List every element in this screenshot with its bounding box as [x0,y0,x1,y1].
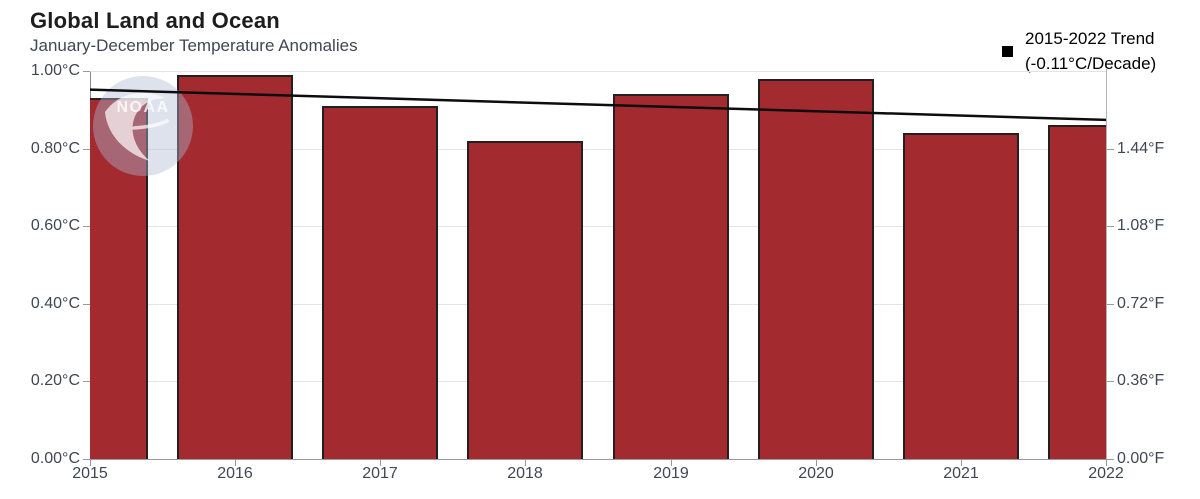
y-axis-tick-right [1107,226,1114,227]
gridline [90,149,1106,150]
y-axis-label-celsius: 0.80°C [30,140,80,157]
y-axis-tick-left [83,459,90,460]
y-axis-tick-left [83,226,90,227]
chart-subtitle: January-December Temperature Anomalies [30,36,358,55]
trend-legend-label: 2015-2022 Trend (-0.11°C/Decade) [1025,26,1156,76]
y-axis-label-celsius: 0.20°C [30,372,80,389]
y-axis-label-celsius: 0.00°C [30,450,80,467]
y-axis-label-fahrenheit: 0.36°F [1117,372,1165,389]
x-axis-tick [1106,459,1107,466]
y-axis-tick-left [83,71,90,72]
bar-2017[interactable] [322,106,438,459]
x-axis-label-year: 2019 [653,465,689,482]
x-axis-line [83,459,1114,460]
y-axis-tick-right [1107,304,1114,305]
x-axis-label-year: 2021 [943,465,979,482]
y-axis-tick-right [1107,149,1114,150]
x-axis-tick [671,459,672,466]
bar-2021[interactable] [903,133,1019,459]
y-axis-label-celsius: 0.40°C [30,295,80,312]
bar-2016[interactable] [177,75,293,459]
gridline [90,226,1106,227]
trend-legend-line2: (-0.11°C/Decade) [1025,54,1157,73]
y-axis-label-fahrenheit: 0.00°F [1117,450,1165,467]
x-axis-label-year: 2016 [217,465,253,482]
y-axis-tick-right [1107,459,1114,460]
gridline [90,304,1106,305]
bar-2018[interactable] [467,141,583,459]
gridline [90,381,1106,382]
bar-2022[interactable] [1048,125,1106,459]
x-axis-tick [90,459,91,466]
y-axis-label-fahrenheit: 1.08°F [1117,217,1165,234]
x-axis-label-year: 2018 [507,465,543,482]
bar-2019[interactable] [613,94,729,459]
trend-legend-line1: 2015-2022 Trend [1025,29,1155,48]
x-axis-tick [816,459,817,466]
x-axis-tick [961,459,962,466]
y-axis-right-line [1106,69,1107,459]
plot-area: NOAA [90,71,1106,459]
y-axis-label-fahrenheit: 1.44°F [1117,140,1165,157]
x-axis-label-year: 2020 [798,465,834,482]
trend-legend-marker-icon [1002,45,1013,57]
noaa-logo-watermark: NOAA [93,76,193,176]
x-axis-tick [380,459,381,466]
y-axis-tick-left [83,381,90,382]
y-axis-tick-right [1107,381,1114,382]
bar-2020[interactable] [758,79,874,459]
gridline [90,71,1106,72]
y-axis-label-fahrenheit: 0.72°F [1117,295,1165,312]
x-axis-tick [525,459,526,466]
noaa-bird-wing-icon [132,119,169,130]
x-axis-tick [235,459,236,466]
legend-trend[interactable]: 2015-2022 Trend (-0.11°C/Decade) [1002,26,1156,76]
x-axis-label-year: 2015 [72,465,108,482]
y-axis-label-celsius: 1.00°C [30,62,80,79]
x-axis-label-year: 2022 [1088,465,1124,482]
y-axis-tick-left [83,149,90,150]
x-axis-label-year: 2017 [362,465,398,482]
chart-title: Global Land and Ocean [30,8,280,33]
y-axis-tick-left [83,304,90,305]
y-axis-label-celsius: 0.60°C [30,217,80,234]
